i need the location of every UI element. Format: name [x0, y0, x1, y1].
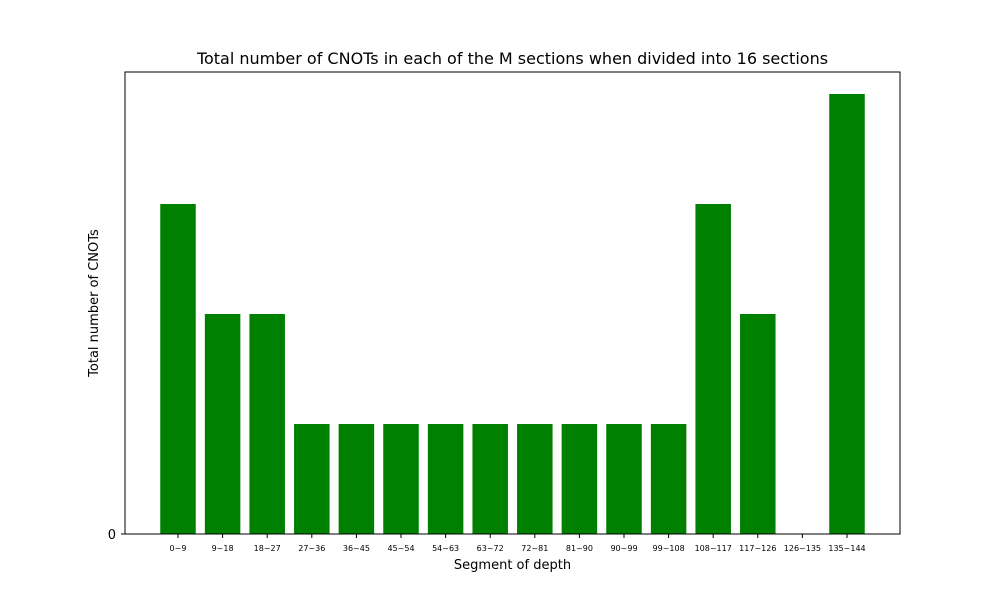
x-tick-label: 117~126 [739, 544, 776, 553]
x-tick-label: 45~54 [387, 544, 414, 553]
bar-135~144 [829, 94, 865, 534]
x-tick-label: 36~45 [343, 544, 370, 553]
bar-63~72 [472, 424, 508, 534]
x-tick-label: 81~90 [566, 544, 593, 553]
bar-45~54 [383, 424, 419, 534]
x-axis-label: Segment of depth [454, 558, 571, 573]
bar-0~9 [160, 204, 196, 534]
bar-9~18 [204, 314, 241, 534]
bar-99~108 [650, 424, 687, 534]
y-tick-label: 0 [108, 528, 116, 543]
bar-54~63 [427, 424, 464, 534]
x-tick-label: 0~9 [170, 544, 187, 553]
bar-90~99 [606, 424, 642, 534]
chart-title: Total number of CNOTs in each of the M s… [196, 49, 828, 68]
x-tick-label: 27~36 [298, 544, 325, 553]
plot-area-frame [124, 71, 901, 535]
bar-36~45 [338, 424, 375, 534]
x-axis: 0~9 9~18 18~27 27~36 36~45 45~54 54~63 63~72 72~… [170, 534, 866, 553]
x-tick-label: 99~108 [653, 544, 685, 553]
x-tick-label: 63~72 [477, 544, 504, 553]
bars-group [160, 94, 865, 534]
bar-117~126 [740, 314, 776, 534]
x-tick-label: 108~117 [695, 544, 732, 553]
bar-27~36 [294, 424, 330, 534]
bar-81~90 [561, 424, 598, 534]
y-axis: 0 [108, 528, 125, 543]
x-tick-label: 54~63 [432, 544, 459, 553]
bar-108~117 [695, 204, 731, 534]
y-axis-label: Total number of CNOTs [87, 229, 102, 378]
x-tick-label: 90~99 [610, 544, 637, 553]
x-tick-label: 18~27 [254, 544, 281, 553]
bar-18~27 [249, 314, 285, 534]
bar-72~81 [517, 424, 553, 534]
x-tick-label: 135~144 [828, 544, 865, 553]
x-tick-label: 126~135 [784, 544, 821, 553]
x-tick-label: 72~81 [521, 544, 548, 553]
x-tick-label: 9~18 [212, 544, 234, 553]
